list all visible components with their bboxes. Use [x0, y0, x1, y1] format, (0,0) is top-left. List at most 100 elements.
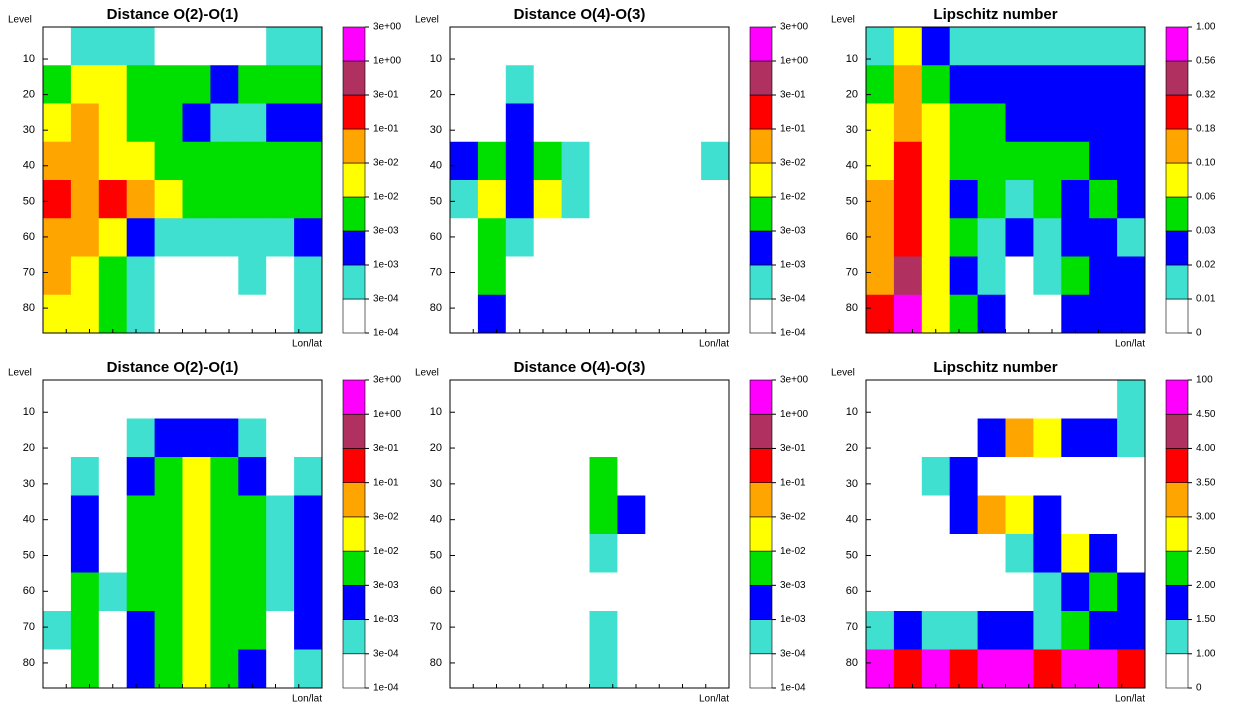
colorbar-label: 0.01: [1196, 294, 1216, 305]
y-tick-label: 50: [430, 195, 442, 207]
contour-cell: [154, 649, 183, 689]
contour-cell: [893, 27, 923, 66]
contour-cell: [561, 457, 590, 496]
contour-cell: [589, 103, 618, 143]
contour-cell: [921, 649, 951, 689]
contour-cell: [589, 27, 618, 66]
contour-cell: [1089, 180, 1118, 219]
colorbar-label: 1e-04: [780, 328, 806, 339]
contour-cell: [1033, 180, 1062, 219]
contour-cell: [617, 418, 646, 458]
contour-cell: [893, 141, 923, 181]
contour-cell: [182, 572, 211, 612]
contour-cell: [210, 649, 239, 689]
contour-cell: [617, 495, 646, 535]
y-tick-label: 50: [430, 549, 442, 561]
contour-cell: [505, 65, 535, 104]
contour-cell: [182, 294, 211, 334]
contour-cell: [505, 418, 535, 458]
contour-cell: [1089, 495, 1118, 535]
y-axis-label: Level: [8, 15, 32, 26]
y-tick-label: 30: [23, 478, 35, 490]
contour-cell: [210, 418, 239, 458]
contour-cell: [1089, 649, 1118, 689]
contour-cell: [210, 572, 239, 612]
colorbar-swatch: [1165, 413, 1189, 449]
y-tick-label: 60: [23, 231, 35, 243]
colorbar-label: 3e-01: [780, 90, 806, 101]
contour-cell: [1117, 418, 1146, 458]
contour-cell: [505, 457, 535, 496]
contour-cell: [645, 457, 674, 496]
contour-cell: [43, 27, 72, 66]
colorbar-swatch: [1165, 26, 1189, 62]
contour-cell: [98, 611, 128, 650]
contour-cell: [294, 27, 323, 66]
contour-cell: [645, 294, 674, 334]
contour-cell: [70, 141, 100, 181]
contour-cell: [977, 611, 1006, 650]
colorbar-swatch: [749, 619, 773, 655]
contour-cell: [561, 649, 590, 689]
colorbar-swatch: [1165, 298, 1189, 334]
contour-cell: [126, 495, 156, 535]
x-axis-label: Lon/lat: [1115, 339, 1145, 350]
contour-cell: [617, 457, 646, 496]
contour-cell: [294, 495, 323, 535]
contour-cell: [477, 380, 507, 419]
contour-cell: [294, 256, 323, 296]
contour-cell: [977, 294, 1006, 334]
contour-cell: [1033, 534, 1062, 573]
colorbar-label: 1.00: [1196, 648, 1216, 659]
contour-cell: [43, 534, 72, 573]
contour-cell: [1005, 218, 1034, 257]
contour-cell: [1089, 572, 1118, 612]
contour-cell: [893, 65, 923, 104]
contour-cell: [126, 294, 156, 334]
colorbar-swatch: [342, 448, 366, 483]
contour-cell: [949, 218, 979, 257]
contour-cell: [533, 256, 563, 296]
colorbar-swatch: [1165, 653, 1189, 689]
contour-cell: [1117, 457, 1146, 496]
contour-cell: [977, 495, 1006, 535]
contour-cell: [126, 611, 156, 650]
contour-cell: [210, 611, 239, 650]
contour-cell: [589, 418, 618, 458]
contour-cell: [294, 180, 323, 219]
contour-cell: [154, 294, 183, 334]
contour-cell: [1033, 103, 1062, 143]
chart-title: Distance O(4)-O(3): [514, 359, 646, 376]
colorbar-swatch: [1165, 585, 1189, 620]
y-tick-label: 70: [846, 621, 858, 633]
contour-cell: [43, 418, 72, 458]
contour-cell: [126, 534, 156, 573]
contour-cell: [266, 65, 295, 104]
y-tick-label: 30: [846, 124, 858, 136]
contour-cell: [1005, 256, 1034, 296]
contour-cell: [893, 180, 923, 219]
contour-cell: [617, 611, 646, 650]
contour-cell: [238, 218, 267, 257]
contour-cell: [589, 141, 618, 181]
contour-cell: [266, 141, 295, 181]
colorbar-label: 3e-02: [373, 158, 399, 169]
contour-cell: [238, 103, 267, 143]
contour-cell: [70, 294, 100, 334]
colorbar-label: 3e-03: [373, 580, 399, 591]
y-tick-label: 70: [23, 266, 35, 278]
contour-cell: [70, 256, 100, 296]
contour-cell: [645, 103, 674, 143]
colorbar-swatch: [1165, 482, 1189, 518]
y-tick-label: 40: [23, 160, 35, 172]
contour-cell: [477, 180, 507, 219]
contour-cell: [645, 534, 674, 573]
contour-cell: [561, 180, 590, 219]
contour-cell: [1033, 418, 1062, 458]
contour-cell: [154, 256, 183, 296]
contour-cell: [561, 65, 590, 104]
colorbar-swatch: [342, 585, 366, 620]
contour-cell: [126, 418, 156, 458]
contour-cell: [477, 103, 507, 143]
y-tick-label: 70: [430, 266, 442, 278]
